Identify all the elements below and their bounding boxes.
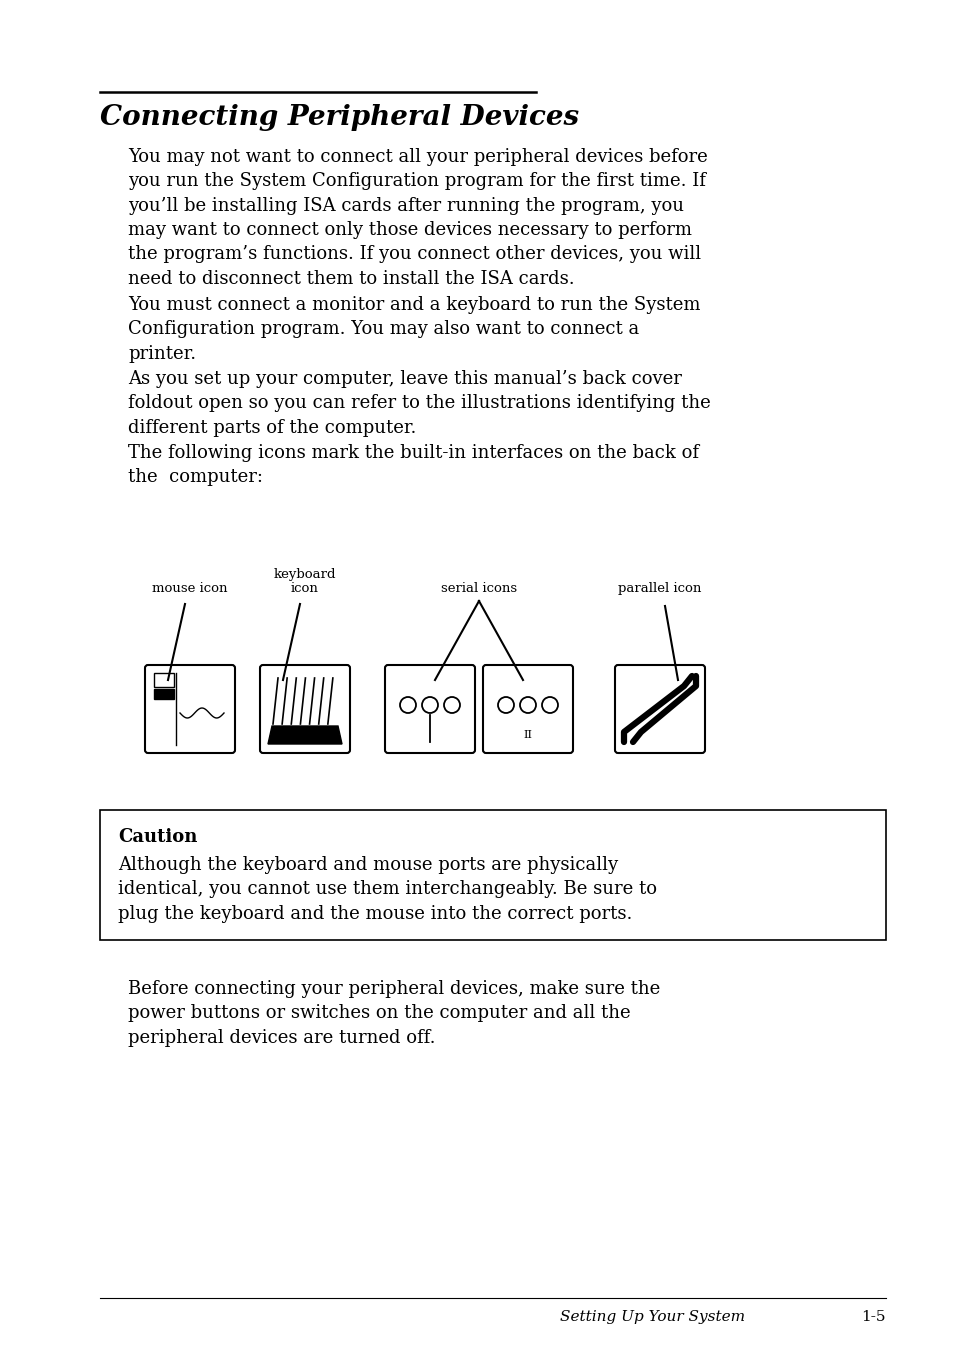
Text: parallel icon: parallel icon — [618, 581, 701, 595]
FancyBboxPatch shape — [260, 665, 350, 753]
Text: keyboard: keyboard — [274, 568, 335, 581]
Text: II: II — [523, 730, 532, 740]
Polygon shape — [268, 726, 341, 744]
Text: 1-5: 1-5 — [861, 1310, 885, 1324]
FancyBboxPatch shape — [482, 665, 573, 753]
FancyBboxPatch shape — [615, 665, 704, 753]
Text: Before connecting your peripheral devices, make sure the
power buttons or switch: Before connecting your peripheral device… — [128, 980, 659, 1046]
Text: mouse icon: mouse icon — [152, 581, 228, 595]
Text: Connecting Peripheral Devices: Connecting Peripheral Devices — [100, 104, 578, 131]
Text: You must connect a monitor and a keyboard to run the System
Configuration progra: You must connect a monitor and a keyboar… — [128, 296, 700, 362]
Bar — [100, 810, 885, 940]
Text: Caution: Caution — [118, 827, 197, 846]
Text: serial icons: serial icons — [440, 581, 517, 595]
Bar — [153, 673, 173, 687]
FancyBboxPatch shape — [145, 665, 234, 753]
Text: icon: icon — [291, 581, 318, 595]
Bar — [153, 690, 173, 699]
Text: As you set up your computer, leave this manual’s back cover
foldout open so you : As you set up your computer, leave this … — [128, 370, 710, 437]
Text: You may not want to connect all your peripheral devices before
you run the Syste: You may not want to connect all your per… — [128, 147, 707, 288]
FancyBboxPatch shape — [385, 665, 475, 753]
Text: Setting Up Your System: Setting Up Your System — [559, 1310, 744, 1324]
Text: Although the keyboard and mouse ports are physically
identical, you cannot use t: Although the keyboard and mouse ports ar… — [118, 856, 657, 922]
Text: The following icons mark the built-in interfaces on the back of
the  computer:: The following icons mark the built-in in… — [128, 443, 699, 487]
